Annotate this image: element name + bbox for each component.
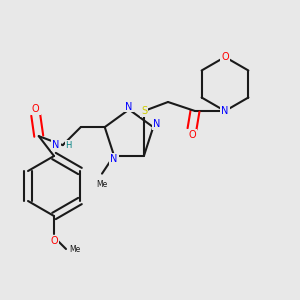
Text: S: S xyxy=(141,106,147,116)
Text: H: H xyxy=(66,141,72,150)
Text: O: O xyxy=(188,130,196,140)
Text: O: O xyxy=(50,236,58,247)
Text: Me: Me xyxy=(96,180,108,189)
Text: N: N xyxy=(110,154,118,164)
Text: O: O xyxy=(221,52,229,62)
Text: N: N xyxy=(52,140,60,150)
Text: N: N xyxy=(125,101,133,112)
Text: Me: Me xyxy=(69,244,80,253)
Text: O: O xyxy=(32,104,40,114)
Text: N: N xyxy=(221,106,229,116)
Text: N: N xyxy=(153,119,160,129)
